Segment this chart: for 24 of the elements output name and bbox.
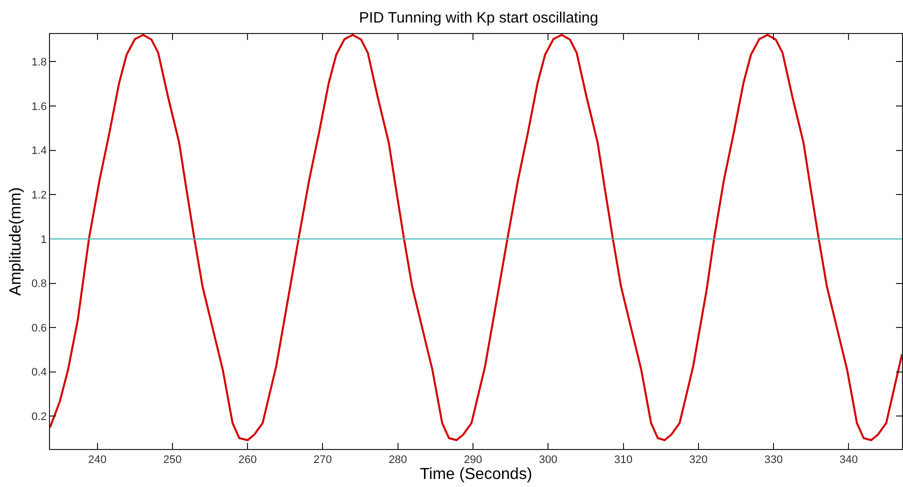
y-tick-label: 1.4	[32, 145, 47, 158]
x-axis-title: Time (Seconds)	[420, 466, 532, 484]
chart-title: PID Tunning with Kp start oscillating	[358, 10, 598, 27]
x-tick-label: 280	[388, 454, 408, 466]
y-tick-label: 0.2	[32, 411, 47, 424]
y-tick-label: 1.6	[32, 100, 47, 113]
y-tick-label: 1.2	[32, 189, 47, 202]
x-tick-label: 320	[689, 454, 708, 466]
y-tick-label: 0.6	[32, 322, 47, 334]
y-tick-label: 0.8	[32, 278, 47, 290]
x-tick-label: 300	[538, 454, 558, 466]
x-tick-label: 250	[163, 454, 182, 466]
x-tick-label: 260	[238, 454, 257, 466]
x-tick-label: 290	[464, 454, 482, 466]
x-tick-label: 330	[764, 454, 783, 466]
y-tick-label: 1.8	[32, 56, 47, 69]
line-series	[50, 34, 902, 442]
x-tick-label: 240	[88, 454, 107, 466]
y-tick-label: 0.4	[32, 366, 47, 379]
x-tick-label: 270	[314, 454, 332, 466]
y-tick-label: 1	[40, 234, 47, 246]
y-axis-title: Amplitude(mm)	[7, 187, 24, 296]
x-tick-label: 310	[614, 454, 632, 466]
x-tick-label: 340	[839, 454, 858, 466]
